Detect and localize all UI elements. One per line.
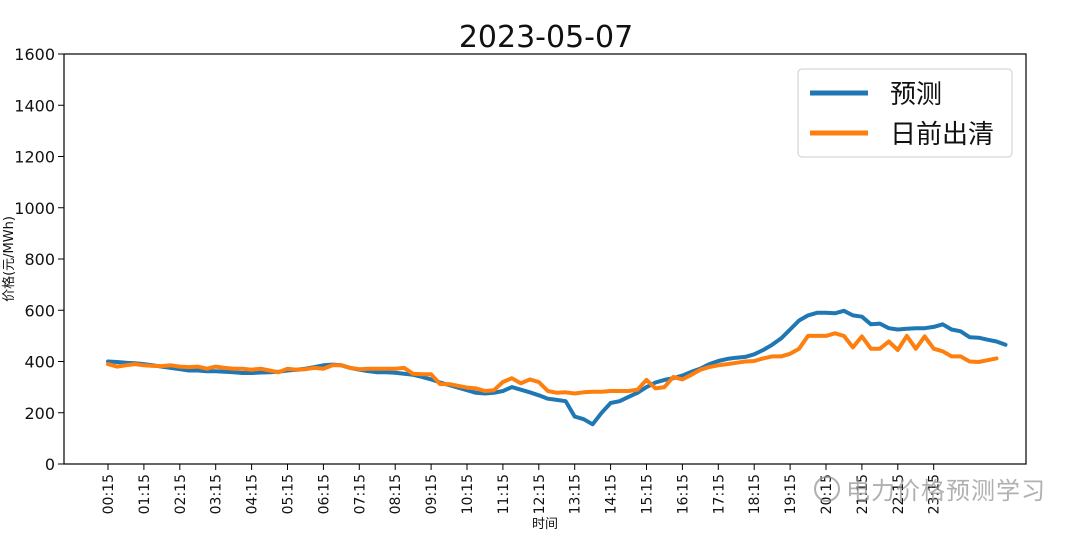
- y-tick-label: 400: [24, 353, 55, 372]
- x-tick-label: 11:15: [496, 474, 512, 514]
- x-tick-label: 22:15: [891, 474, 907, 514]
- y-tick-label: 600: [24, 301, 55, 320]
- x-tick-label: 18:15: [747, 474, 763, 514]
- y-tick-label: 0: [45, 455, 55, 474]
- x-tick-label: 06:15: [316, 474, 332, 514]
- x-tick-label: 00:15: [101, 474, 117, 514]
- x-tick-label: 12:15: [532, 474, 548, 514]
- y-axis-label: 价格(元/MWh): [1, 216, 17, 302]
- x-tick-label: 01:15: [137, 474, 153, 514]
- x-tick-label: 16:15: [675, 474, 691, 514]
- legend-label: 预测: [890, 80, 942, 110]
- x-tick-label: 19:15: [783, 474, 799, 514]
- chart-title: 2023-05-07: [459, 20, 633, 55]
- x-tick-label: 04:15: [245, 474, 261, 514]
- y-axis: 0 200 400 600 800 1000 1200 1400 1600: [14, 45, 64, 474]
- series-layer: [106, 308, 1008, 427]
- series-line-forecast: [106, 308, 1008, 427]
- y-tick-label: 1200: [14, 148, 55, 167]
- x-tick-label: 20:15: [819, 474, 835, 514]
- x-axis: 00:15 01:15 02:15 03:15 04:15 05:15 06:15 07:15…: [101, 464, 943, 514]
- plot-frame: [63, 53, 1027, 465]
- series-line-day-ahead: [106, 331, 999, 396]
- y-tick-label: 800: [24, 250, 55, 269]
- y-tick-label: 1600: [14, 45, 55, 64]
- x-tick-label: 21:15: [855, 474, 871, 514]
- y-tick-label: 1400: [14, 96, 55, 115]
- y-tick-label: 200: [24, 404, 55, 423]
- x-tick-label: 14:15: [604, 474, 620, 514]
- legend-label: 日前出清: [890, 120, 994, 150]
- x-tick-label: 02:15: [173, 474, 189, 514]
- x-tick-label: 05:15: [281, 474, 297, 514]
- x-tick-label: 13:15: [568, 474, 584, 514]
- x-tick-label: 17:15: [711, 474, 727, 514]
- x-tick-label: 09:15: [424, 474, 440, 514]
- x-tick-label: 15:15: [640, 474, 656, 514]
- x-tick-label: 03:15: [209, 474, 225, 514]
- x-tick-label: 08:15: [388, 474, 404, 514]
- x-tick-label: 07:15: [352, 474, 368, 514]
- x-tick-label: 23:15: [927, 474, 943, 514]
- x-axis-label: 时间: [532, 517, 558, 532]
- x-tick-label: 10:15: [460, 474, 476, 514]
- y-tick-label: 1000: [14, 199, 55, 218]
